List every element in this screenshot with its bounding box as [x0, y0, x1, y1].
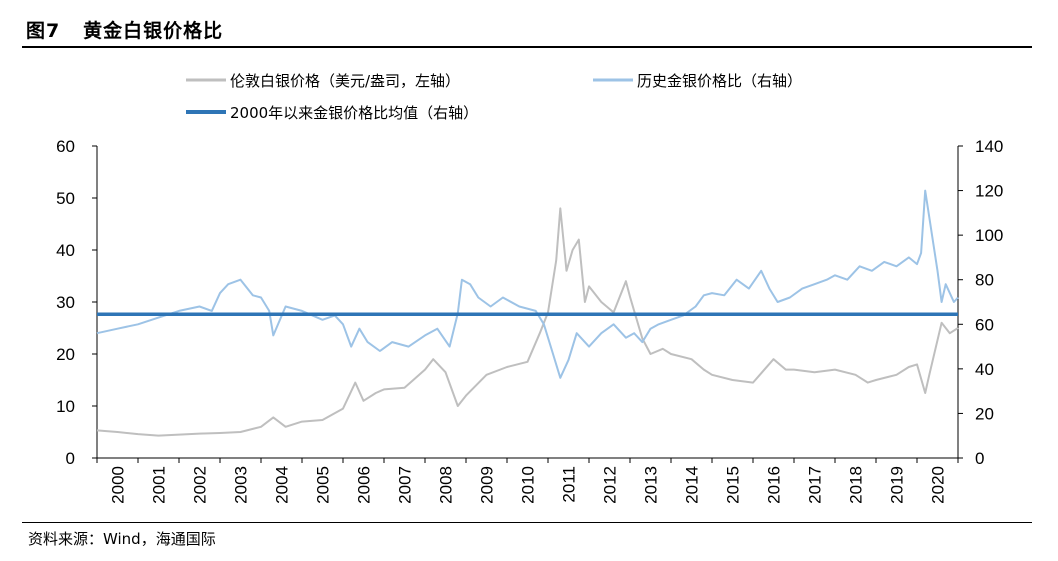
x-tick-label: 2005 [314, 466, 333, 504]
gold-silver-ratio-line [96, 189, 959, 379]
x-tick-label: 2009 [478, 466, 497, 504]
x-tick-label: 2017 [806, 466, 825, 504]
y-left-tick-label: 10 [56, 397, 75, 416]
y-right-tick-label: 20 [975, 404, 994, 423]
y-right-tick-label: 140 [975, 137, 1003, 156]
chart-axes: 0 10 20 30 40 50 60 0 20 40 60 80 100 120 140 2000 2001 2… [56, 137, 1003, 504]
figure-title-bar: 图7 黄金白银价格比 [22, 6, 1032, 48]
x-tick-label: 2011 [560, 466, 579, 503]
y-left-tick-label: 40 [56, 241, 75, 260]
y-right-tick-label: 80 [975, 271, 994, 290]
source-note: 资料来源：Wind，海通国际 [28, 530, 216, 548]
y-left-tick-label: 0 [66, 449, 75, 468]
chart-legend: 伦敦白银价格（美元/盎司，左轴） 历史金银价格比（右轴） 2000年以来金银价格比均… [186, 72, 802, 122]
bottom-divider [22, 522, 1032, 523]
legend-label-silver-price-line: 伦敦白银价格（美元/盎司，左轴） [230, 72, 460, 90]
y-right-tick-label: 0 [975, 449, 984, 468]
x-tick-label: 2020 [929, 466, 948, 504]
y-left-tick-label: 60 [56, 137, 75, 156]
x-tick-label: 2019 [888, 466, 907, 504]
y-right-tick-label: 60 [975, 315, 994, 334]
x-tick-label: 2001 [150, 466, 169, 504]
x-tick-label: 2012 [601, 466, 620, 504]
x-tick-label: 2013 [642, 466, 661, 504]
y-left-tick-label: 30 [56, 293, 75, 312]
y-right-tick-label: 100 [975, 226, 1003, 245]
x-tick-label: 2000 [109, 466, 128, 504]
x-tick-label: 2018 [847, 466, 866, 504]
legend-label-ratio-average-line: 2000年以来金银价格比均值（右轴） [230, 104, 478, 122]
y-left-tick-label: 50 [56, 189, 75, 208]
x-tick-label: 2016 [765, 466, 784, 504]
silver-price-line [96, 207, 959, 437]
x-tick-label: 2003 [232, 466, 251, 504]
x-tick-label: 2015 [724, 466, 743, 504]
x-tick-label: 2014 [683, 466, 702, 504]
y-right-tick-label: 120 [975, 182, 1003, 201]
x-tick-label: 2008 [437, 466, 456, 504]
x-tick-label: 2010 [519, 466, 538, 504]
y-right-tick-label: 40 [975, 360, 994, 379]
x-tick-label: 2002 [191, 466, 210, 504]
chart-series-layer [96, 189, 959, 437]
x-tick-label: 2004 [273, 466, 292, 504]
legend-label-gold-silver-ratio-line: 历史金银价格比（右轴） [637, 72, 802, 90]
x-tick-label: 2007 [396, 466, 415, 504]
y-left-tick-label: 20 [56, 345, 75, 364]
figure-title: 图7 黄金白银价格比 [26, 20, 224, 42]
x-tick-label: 2006 [355, 466, 374, 504]
